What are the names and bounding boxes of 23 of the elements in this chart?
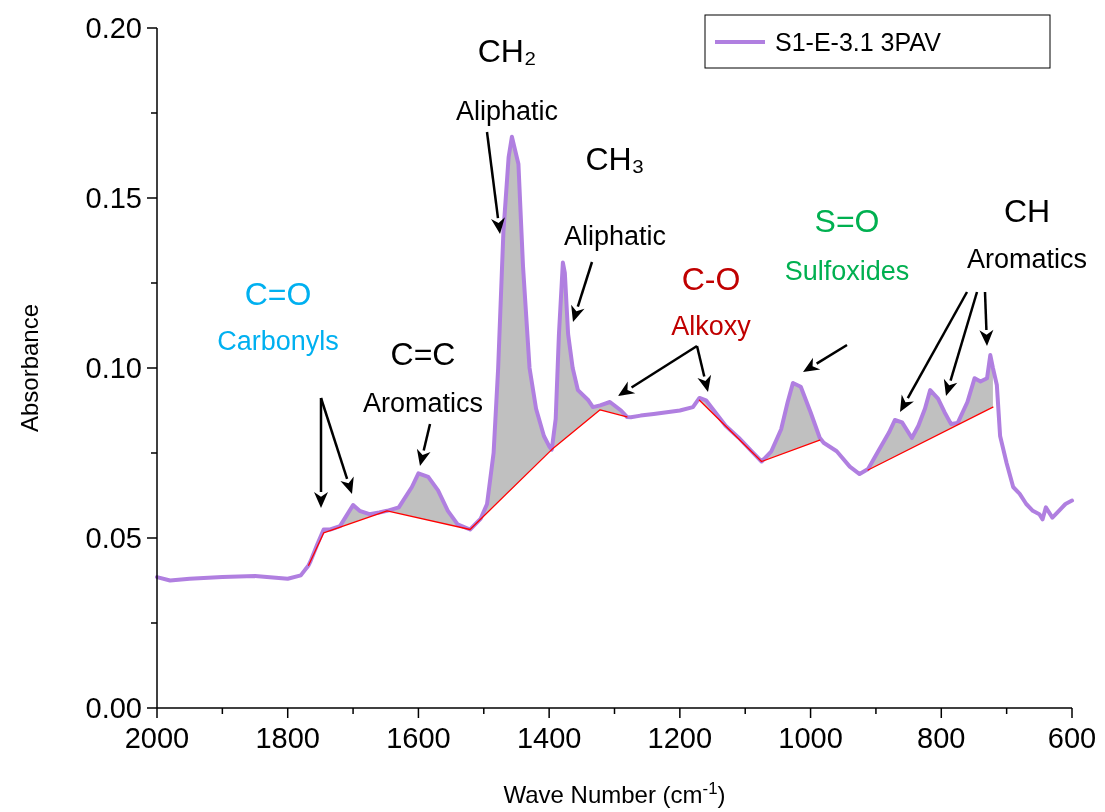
- x-tick-label: 1600: [386, 722, 451, 754]
- x-tick-label: 2000: [124, 722, 190, 754]
- x-tick-label: 1200: [647, 722, 713, 754]
- annotation: C-O Alkoxy: [671, 261, 752, 341]
- y-tick-label: 0.10: [85, 352, 142, 384]
- y-tick-label: 0.20: [85, 12, 142, 44]
- annotation: C=C Aromatics: [362, 336, 484, 418]
- y-axis-title: Absorbance: [16, 303, 43, 433]
- x-tick-label: 1800: [255, 722, 320, 754]
- annotation: S=O Sulfoxides: [784, 203, 910, 286]
- y-tick-label: 0.00: [85, 692, 142, 724]
- x-axis-title: Wave Number (cm$^{-1}$): [503, 778, 726, 808]
- annotation: C=O Carbonyls: [217, 276, 339, 356]
- x-tick-label: 1400: [516, 722, 582, 754]
- text: CH₃ Aliphatic: [563, 141, 667, 251]
- y-tick-label: 0.15: [85, 182, 142, 214]
- y-tick-label: 0.05: [85, 522, 142, 554]
- x-tick-label: 600: [1047, 722, 1097, 754]
- annotation: CH Aromatics: [966, 193, 1088, 274]
- x-tick-label: 800: [917, 722, 966, 754]
- x-tick-label: 1000: [778, 722, 843, 754]
- annotation: CH₂ Aliphatic: [455, 33, 559, 126]
- legend-label: S1-E-3.1 3PAV: [775, 28, 942, 56]
